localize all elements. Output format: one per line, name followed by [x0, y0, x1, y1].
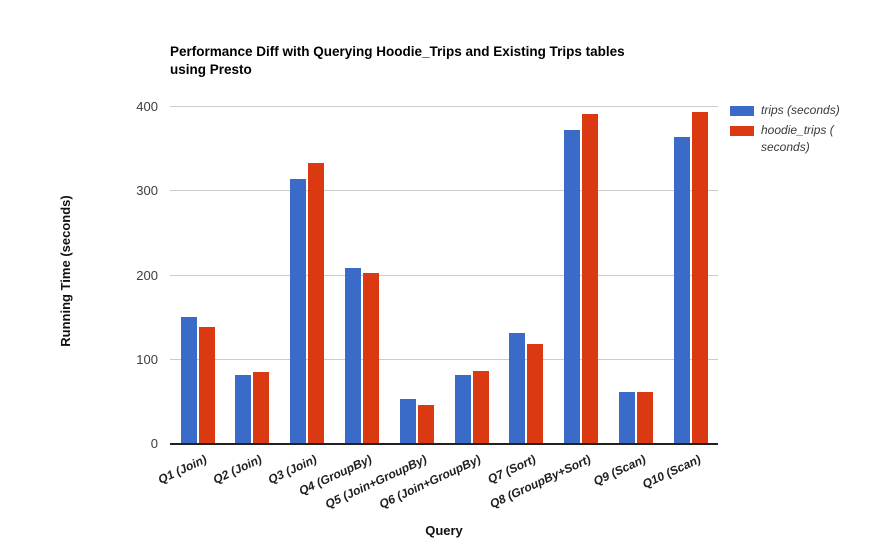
bar-hoodie-trips [362, 272, 379, 443]
bar-trips [509, 332, 526, 443]
y-tick-label: 100 [136, 351, 158, 367]
bar-hoodie-trips [582, 114, 599, 443]
bar-hoodie-trips [636, 392, 653, 443]
x-axis-line [170, 443, 718, 445]
y-tick-label: 200 [136, 267, 158, 283]
bar-hoodie-trips [472, 371, 489, 443]
legend-item: hoodie_trips ( seconds) [730, 122, 880, 156]
bar-hoodie-trips [527, 344, 544, 443]
y-tick-label: 0 [150, 436, 158, 451]
bar-hoodie-trips [253, 372, 270, 443]
y-tick-label: 300 [136, 183, 158, 199]
gridline [170, 358, 718, 360]
bar-hoodie-trips [691, 111, 708, 443]
legend-label: trips (seconds) [761, 103, 840, 117]
bar-trips [180, 316, 197, 443]
bar-hoodie-trips [308, 163, 325, 443]
chart-title: Performance Diff with Querying Hoodie_Tr… [170, 44, 625, 77]
gridline [170, 190, 718, 192]
x-axis-title: Query [425, 523, 463, 538]
bar-hoodie-trips [198, 326, 215, 443]
y-axis-title: Running Time (seconds) [58, 195, 73, 347]
bar-trips [235, 374, 252, 443]
gridline [170, 274, 718, 276]
legend-label: hoodie_trips ( seconds) [761, 123, 834, 154]
legend-item: trips (seconds) [730, 102, 880, 119]
legend-swatch-trips [730, 106, 754, 116]
y-tick-label: 400 [136, 99, 158, 114]
bar-trips [290, 179, 307, 443]
bar-trips [454, 374, 471, 443]
legend: trips (seconds) hoodie_trips ( seconds) [730, 102, 880, 159]
bar-trips [673, 137, 690, 443]
bar-hoodie-trips [417, 405, 434, 443]
legend-swatch-hoodie-trips [730, 126, 754, 136]
bar-trips [618, 391, 635, 443]
plot-area [170, 106, 718, 445]
gridline [170, 106, 718, 107]
bar-trips [564, 130, 581, 443]
bar-trips [344, 267, 361, 443]
bar-trips [399, 399, 416, 443]
